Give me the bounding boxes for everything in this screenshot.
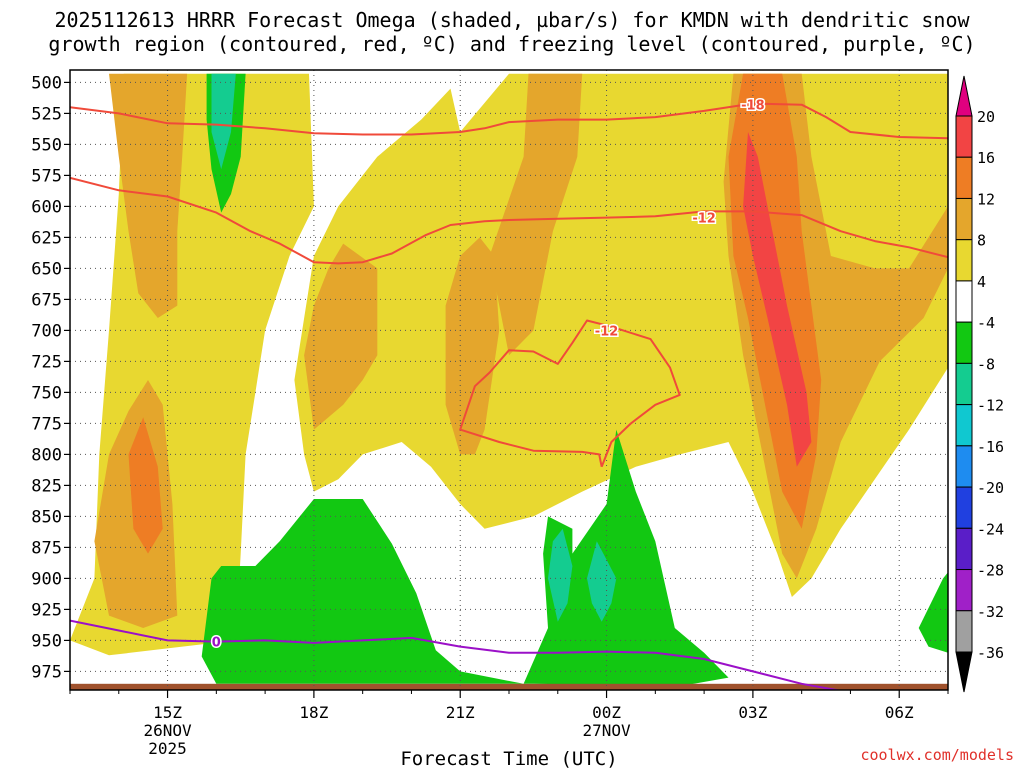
y-tick-label: 500 [31, 73, 62, 93]
colorbar-bin [955, 527, 973, 571]
terrain-strip [70, 683, 948, 690]
colorbar-bin [955, 362, 973, 406]
y-tick-label: 925 [31, 600, 62, 620]
colorbar-bottom-arrow [955, 651, 973, 693]
colorbar-bin [955, 445, 973, 488]
y-tick-label: 775 [31, 414, 62, 434]
y-tick-label: 600 [31, 197, 62, 217]
colorbar-label: -20 [977, 479, 1004, 497]
colorbar-label: 20 [977, 108, 995, 126]
colorbar-label: 12 [977, 190, 995, 208]
colorbar-label: -8 [977, 355, 995, 373]
y-tick-label: 875 [31, 538, 62, 558]
credit-text[interactable]: coolwx.com/models [860, 746, 1014, 764]
colorbar-label: 4 [977, 273, 986, 291]
y-tick-label: 675 [31, 290, 62, 310]
colorbar-bin [955, 239, 973, 282]
colorbar: 20 16 12 8 4 -4 -8 -12 -16 -20 -24 -28 -32 -36 [955, 75, 1004, 693]
colorbar-bin [955, 197, 973, 241]
colorbar-label: 8 [977, 232, 986, 250]
omega-region-4 [304, 243, 378, 430]
x-tick-label: 18Z [299, 703, 328, 722]
colorbar-bin [955, 156, 973, 199]
contour-line-0 [70, 102, 948, 140]
omega-region-14 [211, 73, 236, 170]
y-tick-label: 825 [31, 476, 62, 496]
x-tick-label: 15Z [153, 703, 182, 722]
contour-line-3 [70, 619, 843, 690]
colorbar-bin [955, 404, 973, 447]
title-line-2: growth region (contoured, red, ºC) and f… [48, 32, 976, 56]
colorbar-bin [955, 486, 973, 529]
omega-region-15 [548, 528, 573, 622]
terrain-layer [70, 683, 948, 690]
colorbar-label: -32 [977, 603, 1004, 621]
colorbar-label: -24 [977, 520, 1004, 538]
omega-region-3 [109, 73, 188, 318]
y-tick-label: 800 [31, 445, 62, 465]
y-tick-label: 725 [31, 352, 62, 372]
y-tick-label: 625 [31, 228, 62, 248]
colorbar-bin [955, 321, 973, 364]
colorbar-bin [955, 610, 973, 653]
y-tick-label: 525 [31, 104, 62, 124]
contour-lines: -18 -12 -12 0 [70, 97, 948, 690]
x-tick-label: 21Z [446, 703, 475, 722]
contour-label: -12 [595, 324, 619, 339]
x-tick-label: 03Z [738, 703, 767, 722]
omega-region-6 [489, 73, 583, 356]
colorbar-label: -28 [977, 562, 1004, 580]
x-tick-label: 00Z [592, 703, 621, 722]
x-tick-label: 06Z [885, 703, 914, 722]
y-tick-label: 950 [31, 631, 62, 651]
y-tick-label: 700 [31, 321, 62, 341]
y-tick-label: 850 [31, 507, 62, 527]
colorbar-label: 16 [977, 149, 995, 167]
gridlines [70, 70, 948, 690]
omega-region-5 [445, 237, 500, 455]
omega-region-16 [587, 541, 617, 622]
colorbar-label: -16 [977, 438, 1004, 456]
omega-shading [70, 73, 948, 687]
x-axis-title: Forecast Time (UTC) [400, 748, 617, 768]
y-tick-label: 650 [31, 259, 62, 279]
y-tick-label: 750 [31, 383, 62, 403]
x-tick-sublabel: 27NOV [582, 721, 631, 740]
colorbar-label: -36 [977, 644, 1004, 662]
colorbar-bin [955, 569, 973, 612]
y-tick-label: 575 [31, 166, 62, 186]
contour-label: -18 [741, 99, 765, 114]
contour-line-2 [459, 319, 681, 468]
contour-label: 0 [212, 636, 221, 651]
colorbar-label: -4 [977, 314, 995, 332]
y-tick-label: 550 [31, 135, 62, 155]
x-tick-sublabel: 2025 [148, 739, 187, 758]
contour-label: -12 [692, 212, 716, 227]
y-tick-label: 975 [31, 662, 62, 682]
omega-region-13 [918, 572, 948, 653]
omega-region-10 [743, 132, 812, 467]
colorbar-bin [955, 280, 973, 323]
y-tick-label: 900 [31, 569, 62, 589]
x-tick-sublabel: 26NOV [143, 721, 192, 740]
colorbar-label: -12 [977, 397, 1004, 415]
omega-region-12 [201, 429, 729, 687]
y-axis: 500 525 550 575 600 625 650 675 700 725 750 775 800 8… [31, 73, 70, 682]
title-line-1: 2025112613 HRRR Forecast Omega (shaded, … [54, 8, 970, 32]
colorbar-bin [955, 115, 973, 158]
contour-line-1 [70, 176, 948, 265]
colorbar-top-arrow [955, 75, 973, 117]
